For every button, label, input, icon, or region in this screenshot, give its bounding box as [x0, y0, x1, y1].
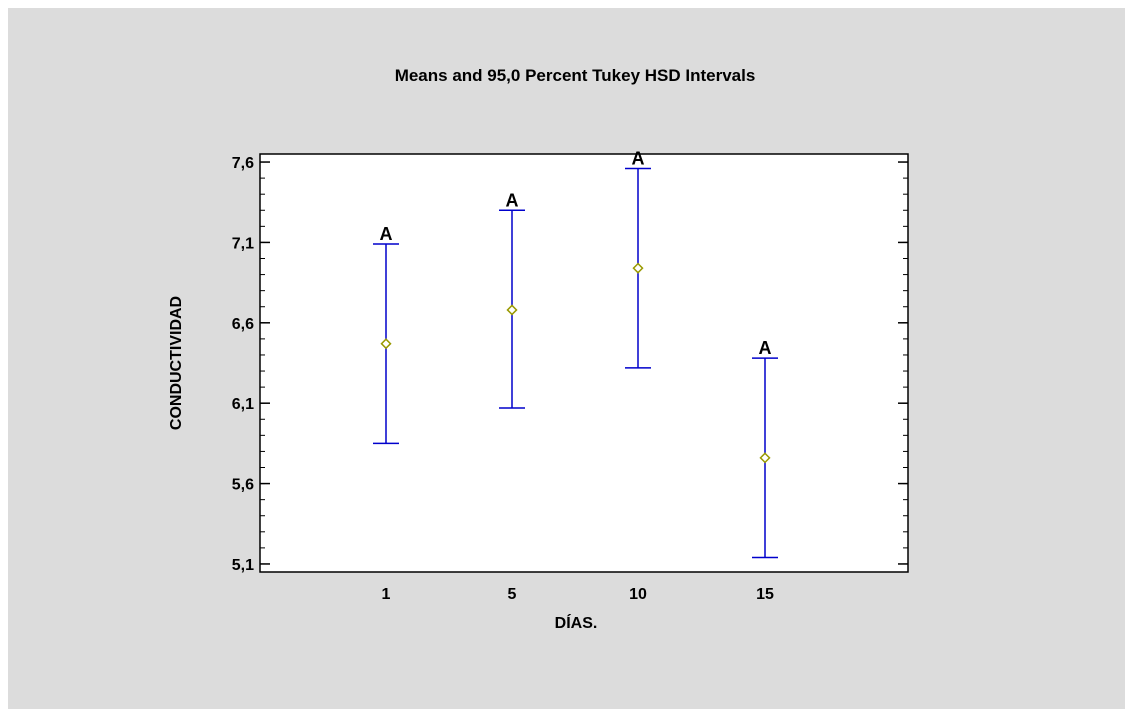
group-label: A	[380, 224, 393, 244]
chart-title: Means and 95,0 Percent Tukey HSD Interva…	[395, 66, 756, 85]
x-tick-label: 1	[382, 586, 391, 603]
x-tick-label: 5	[508, 586, 517, 603]
interval-series: A A A A	[373, 148, 778, 559]
y-tick-label: 6,1	[232, 396, 254, 413]
mean-marker	[506, 304, 518, 316]
y-tick-label: 6,6	[232, 316, 254, 333]
y-tick-label: 5,6	[232, 477, 254, 494]
mean-marker	[380, 338, 392, 350]
y-tick-label: 7,1	[232, 235, 254, 252]
mean-marker	[632, 262, 644, 274]
x-tick-label: 10	[629, 586, 647, 603]
group-label: A	[506, 190, 519, 210]
group-label: A	[759, 338, 772, 358]
x-axis: 1 5 10 15	[382, 586, 774, 603]
x-axis-label: DÍAS.	[555, 613, 598, 632]
y-tick-label: 5,1	[232, 557, 254, 574]
group-label: A	[632, 148, 645, 168]
mean-marker	[759, 452, 771, 464]
y-tick-label: 7,6	[232, 155, 254, 172]
x-tick-label: 15	[756, 586, 774, 603]
y-axis-label: CONDUCTIVIDAD	[168, 296, 185, 430]
plot-area	[259, 153, 909, 573]
y-axis: 5,1 5,6 6,1 6,6 7,1 7,6	[232, 155, 908, 574]
